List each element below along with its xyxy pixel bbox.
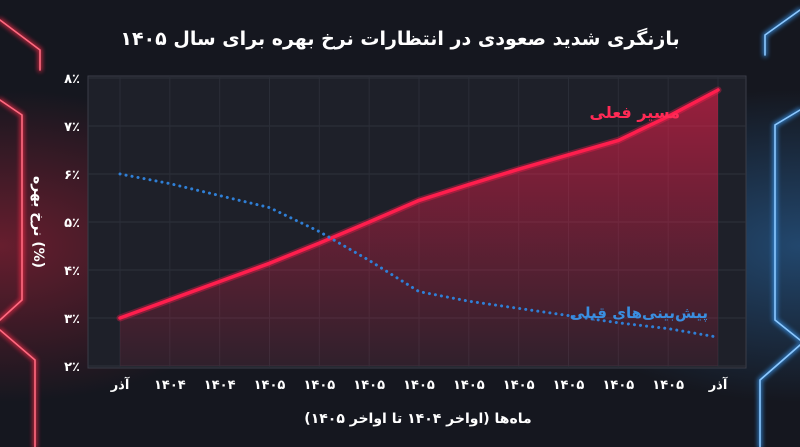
x-tick-label: آذر (110, 376, 130, 393)
x-tick-label: ۱۴۰۵ (453, 378, 485, 393)
y-tick-label: ۳٪ (64, 312, 80, 327)
chart-title: بازنگری شدید صعودی در انتظارات نرخ بهره … (120, 27, 679, 50)
y-tick-label: ۲٪ (64, 360, 80, 375)
y-tick-label: ۵٪ (64, 216, 80, 231)
x-tick-label: ۱۴۰۵ (553, 378, 585, 393)
y-tick-label: ۶٪ (64, 168, 80, 183)
x-tick-label: ۱۴۰۵ (353, 378, 385, 393)
y-axis-label: نرخ بهره (%) (30, 176, 46, 268)
x-tick-label: ۱۴۰۵ (652, 378, 684, 393)
x-tick-label: ۱۴۰۵ (303, 378, 335, 393)
x-axis-label: ماه‌ها (اواخر ۱۴۰۴ تا اواخر ۱۴۰۵) (304, 411, 531, 427)
x-tick-label: ۱۴۰۵ (254, 378, 286, 393)
x-tick-label: ۱۴۰۵ (503, 378, 535, 393)
x-tick-label: آذر (708, 376, 728, 393)
x-tick-label: ۱۴۰۵ (403, 378, 435, 393)
series-label-current: مسیر فعلی (590, 103, 680, 122)
x-tick-label: ۱۴۰۴ (204, 378, 236, 393)
y-tick-label: ۷٪ (64, 120, 80, 135)
x-tick-label: ۱۴۰۵ (602, 378, 634, 393)
series-label-previous: پیش‌بینی‌های قبلی (570, 304, 708, 323)
y-tick-label: ۴٪ (64, 264, 80, 279)
x-tick-label: ۱۴۰۴ (154, 378, 186, 393)
y-tick-label: ۸٪ (64, 72, 80, 87)
